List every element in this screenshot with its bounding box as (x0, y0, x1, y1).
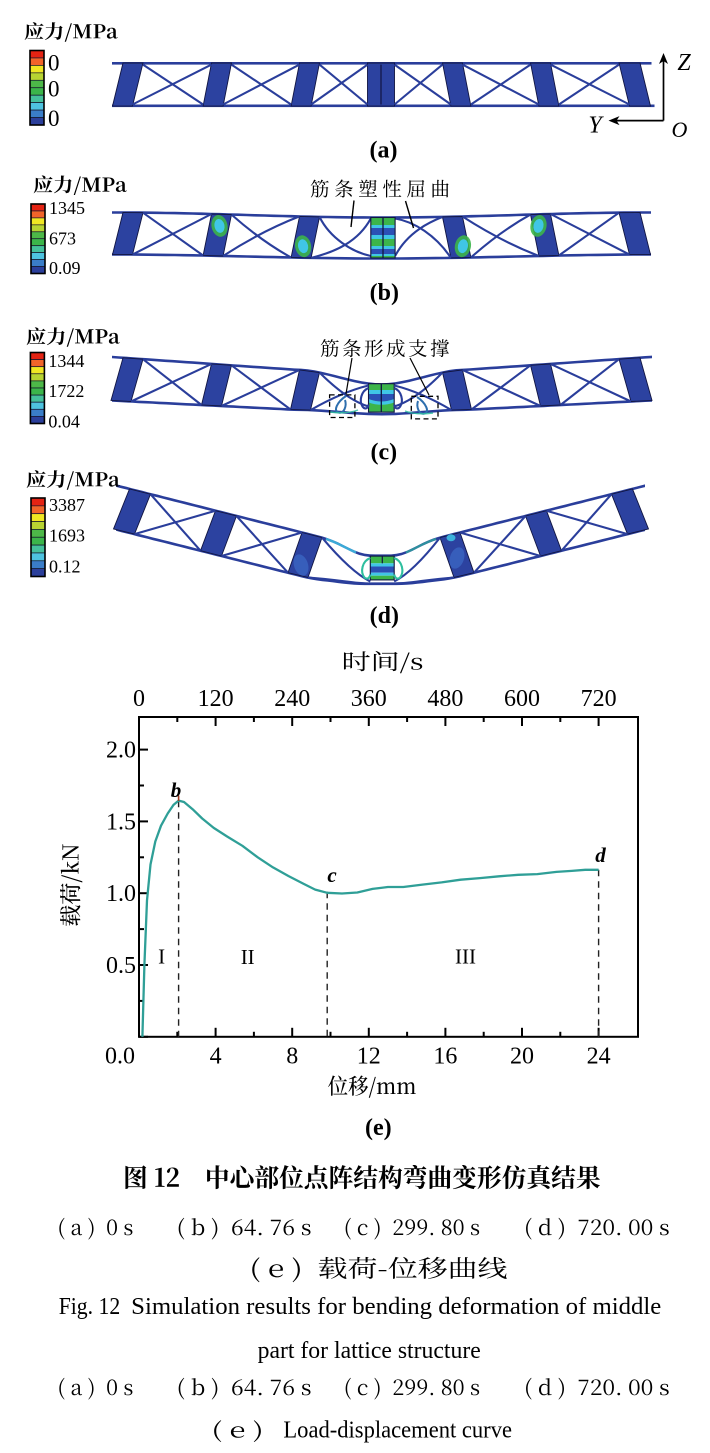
svg-text:III: III (455, 945, 476, 969)
svg-text:673: 673 (49, 229, 76, 249)
svg-text:I: I (158, 945, 165, 969)
svg-text:II: II (241, 945, 255, 969)
svg-text:1344: 1344 (48, 351, 84, 371)
svg-text:Fig. 12: Fig. 12 (59, 1294, 120, 1320)
svg-text:2.0: 2.0 (106, 738, 136, 764)
svg-text:(c): (c) (370, 439, 397, 465)
svg-text:Simulation results for bending: Simulation results for bending deformati… (131, 1294, 661, 1320)
svg-text:Y: Y (588, 113, 604, 139)
svg-text:Z: Z (677, 50, 691, 76)
svg-text:1345: 1345 (49, 198, 85, 218)
svg-text:1.0: 1.0 (106, 881, 136, 907)
svg-text:0: 0 (48, 77, 60, 102)
svg-text:0: 0 (48, 106, 60, 131)
svg-text:12: 12 (357, 1044, 381, 1070)
svg-text:0: 0 (133, 686, 145, 712)
svg-text:0.5: 0.5 (106, 953, 136, 979)
svg-text:(e): (e) (365, 1115, 392, 1141)
svg-text:3387: 3387 (49, 495, 85, 515)
svg-text:1693: 1693 (49, 526, 85, 546)
svg-text:600: 600 (504, 686, 540, 712)
svg-text:part for lattice structure: part for lattice structure (258, 1338, 481, 1364)
svg-text:O: O (672, 117, 688, 142)
svg-text:360: 360 (351, 686, 387, 712)
svg-text:Load-displacement curve: Load-displacement curve (283, 1418, 512, 1444)
svg-text:d: d (595, 843, 606, 867)
svg-text:480: 480 (427, 686, 463, 712)
svg-text:16: 16 (433, 1044, 457, 1070)
svg-text:20: 20 (510, 1044, 534, 1070)
svg-text:240: 240 (274, 686, 310, 712)
svg-text:720: 720 (581, 686, 617, 712)
svg-text:b: b (171, 778, 182, 802)
svg-text:0: 0 (48, 51, 60, 76)
svg-text:0.09: 0.09 (49, 258, 81, 278)
svg-text:c: c (327, 863, 337, 887)
svg-text:(a): (a) (370, 137, 398, 163)
svg-text:0.0: 0.0 (105, 1044, 135, 1070)
svg-text:0.12: 0.12 (49, 557, 81, 577)
svg-text:8: 8 (286, 1044, 298, 1070)
svg-text:1722: 1722 (48, 381, 84, 401)
svg-text:120: 120 (198, 686, 234, 712)
svg-text:(d): (d) (370, 603, 399, 629)
svg-text:4: 4 (210, 1044, 222, 1070)
svg-text:(b): (b) (370, 280, 399, 306)
svg-text:1.5: 1.5 (106, 809, 136, 835)
svg-text:0.04: 0.04 (48, 411, 80, 431)
svg-text:24: 24 (587, 1044, 611, 1070)
